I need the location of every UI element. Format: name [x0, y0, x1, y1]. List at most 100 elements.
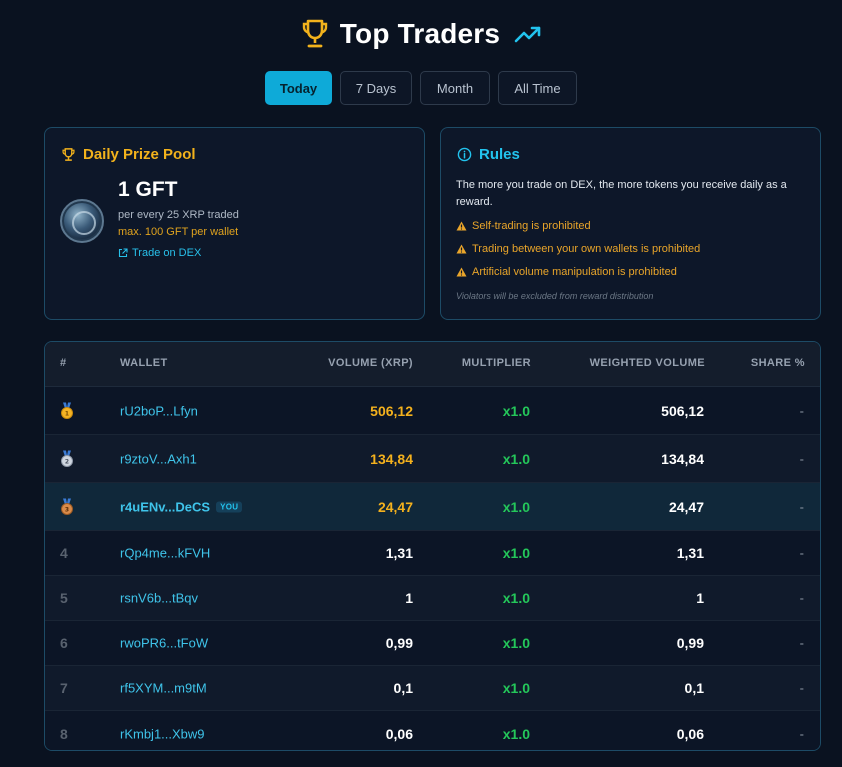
multiplier-value: x1.0 — [502, 725, 530, 742]
rule-item: Artificial volume manipulation is prohib… — [456, 266, 677, 278]
prize-pool-card: Daily Prize Pool 1 GFT per every 25 XRP … — [44, 127, 425, 320]
volume-value: 0,1 — [393, 680, 413, 696]
wallet-address[interactable]: rwoPR6...tFoW — [120, 636, 208, 651]
table-row[interactable]: 6 rwoPR6...tFoW 0,99 x1.0 0,99 - — [45, 621, 820, 666]
prize-max: max. 100 GFT per wallet — [118, 226, 239, 238]
weighted-volume-value: 24,47 — [668, 498, 704, 515]
volume-value: 0,99 — [385, 635, 413, 651]
rules-title-text: Rules — [479, 146, 520, 163]
rank-number: 4 — [60, 545, 68, 561]
weighted-volume-value: 134,84 — [661, 450, 704, 467]
gft-coin-icon — [60, 199, 104, 243]
rule-text: Artificial volume manipulation is prohib… — [472, 266, 677, 278]
svg-text:1: 1 — [65, 410, 69, 417]
header-rank: # — [60, 357, 67, 369]
header-multiplier: MULTIPLIER — [461, 357, 531, 369]
share-value: - — [799, 635, 804, 651]
wallet-address[interactable]: rKmbj1...Xbw9 — [120, 726, 205, 741]
bronze-medal-icon: 3 — [60, 498, 74, 515]
rule-text: Trading between your own wallets is proh… — [472, 243, 701, 255]
volume-value: 0,06 — [385, 725, 413, 742]
volume-value: 506,12 — [370, 402, 413, 419]
wallet-address[interactable]: rsnV6b...tBqv — [120, 591, 198, 606]
weighted-volume-value: 0,1 — [684, 680, 704, 696]
rule-item: Trading between your own wallets is proh… — [456, 243, 700, 255]
warning-icon — [456, 267, 467, 277]
weighted-volume-value: 506,12 — [661, 402, 704, 419]
you-badge: YOU — [216, 501, 243, 512]
header-volume: VOLUME (XRP) — [328, 357, 413, 369]
tab-today[interactable]: Today — [265, 71, 332, 105]
wallet-address[interactable]: r9ztoV...Axh1 — [120, 451, 197, 466]
weighted-volume-value: 0,99 — [676, 635, 704, 651]
wallet-address[interactable]: rf5XYM...m9tM — [120, 681, 207, 696]
table-row[interactable]: 8 rKmbj1...Xbw9 0,06 x1.0 0,06 - — [45, 711, 820, 750]
wallet-address[interactable]: rQp4me...kFVH — [120, 546, 210, 561]
table-row[interactable]: 4 rQp4me...kFVH 1,31 x1.0 1,31 - — [45, 531, 820, 576]
prize-amount: 1 GFT — [118, 178, 178, 201]
share-value: - — [799, 680, 804, 696]
rule-text: Self-trading is prohibited — [472, 220, 591, 232]
page-header: Top Traders — [0, 14, 842, 54]
wallet-address-text: rsnV6b...tBqv — [120, 590, 199, 606]
leaderboard-table: # WALLET VOLUME (XRP) MULTIPLIER WEIGHTE… — [44, 341, 821, 751]
multiplier-value: x1.0 — [502, 498, 530, 515]
trade-on-dex-link[interactable]: Trade on DEX — [118, 247, 201, 259]
weighted-volume-value: 1,31 — [676, 545, 704, 561]
wallet-address[interactable]: r4uENv...DeCS YOU — [120, 499, 243, 514]
prize-rate: per every 25 XRP traded — [118, 209, 239, 221]
tab-month[interactable]: Month — [420, 71, 490, 105]
trophy-icon — [62, 148, 75, 161]
multiplier-value: x1.0 — [502, 450, 530, 467]
share-value: - — [799, 451, 804, 466]
gold-medal-icon: 1 — [60, 402, 74, 419]
warning-icon — [456, 221, 467, 231]
volume-value: 24,47 — [377, 498, 413, 515]
silver-medal-icon: 2 — [60, 450, 74, 467]
share-value: - — [799, 499, 804, 514]
table-row[interactable]: 2 r9ztoV...Axh1 134,84 x1.0 134,84 - — [45, 435, 820, 483]
volume-value: 134,84 — [370, 450, 413, 467]
table-row[interactable]: 1 rU2boP...Lfyn 506,12 x1.0 506,12 - — [45, 387, 820, 435]
multiplier-value: x1.0 — [502, 590, 530, 606]
wallet-address-text: r9ztoV...Axh1 — [120, 451, 197, 466]
share-value: - — [799, 545, 804, 561]
external-link-icon — [118, 248, 128, 258]
multiplier-value: x1.0 — [502, 545, 530, 561]
wallet-address-text: rQp4me...kFVH — [120, 545, 211, 561]
table-row[interactable]: 5 rsnV6b...tBqv 1 x1.0 1 - — [45, 576, 820, 621]
prize-pool-title: Daily Prize Pool — [61, 146, 196, 163]
prize-pool-title-text: Daily Prize Pool — [83, 146, 196, 163]
volume-value: 1 — [405, 590, 413, 606]
rule-item: Self-trading is prohibited — [456, 220, 591, 232]
table-row[interactable]: 7 rf5XYM...m9tM 0,1 x1.0 0,1 - — [45, 666, 820, 711]
tab-all-time[interactable]: All Time — [498, 71, 577, 105]
rank-number: 6 — [60, 635, 68, 651]
info-icon — [457, 147, 472, 162]
header-share: SHARE % — [750, 357, 805, 369]
rules-description: The more you trade on DEX, the more toke… — [456, 179, 787, 208]
share-value: - — [799, 590, 804, 606]
header-weighted-volume: WEIGHTED VOLUME — [589, 357, 705, 369]
warning-icon — [456, 244, 467, 254]
rules-note: Violators will be excluded from reward d… — [456, 291, 654, 301]
rules-title: Rules — [457, 146, 520, 163]
share-value: - — [799, 726, 804, 741]
wallet-address[interactable]: rU2boP...Lfyn — [120, 403, 198, 418]
trade-on-dex-label: Trade on DEX — [132, 247, 202, 259]
page-title: Top Traders — [339, 18, 501, 49]
rules-card: Rules The more you trade on DEX, the mor… — [440, 127, 821, 320]
trophy-icon — [302, 19, 327, 48]
rank-number: 7 — [60, 680, 68, 696]
volume-value: 1,31 — [385, 545, 413, 561]
rank-number: 5 — [60, 590, 68, 606]
tab-7-days[interactable]: 7 Days — [340, 71, 412, 105]
trending-up-icon — [514, 26, 541, 43]
multiplier-value: x1.0 — [502, 635, 530, 651]
table-row-current-user[interactable]: 3 r4uENv...DeCS YOU 24,47 x1.0 24,47 - — [45, 483, 820, 531]
wallet-address-text: r4uENv...DeCS — [120, 499, 211, 514]
wallet-address-text: rwoPR6...tFoW — [120, 635, 209, 651]
multiplier-value: x1.0 — [502, 402, 530, 419]
wallet-address-text: rKmbj1...Xbw9 — [120, 726, 205, 741]
svg-text:2: 2 — [65, 458, 69, 465]
